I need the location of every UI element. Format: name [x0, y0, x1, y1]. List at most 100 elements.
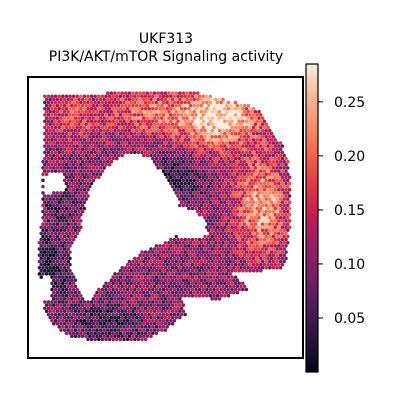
spot [120, 322, 124, 326]
spot [165, 150, 169, 155]
spot [91, 166, 96, 170]
spot [151, 106, 155, 111]
spot [91, 297, 96, 301]
spot [242, 147, 247, 151]
spot [248, 269, 252, 273]
spot [64, 294, 69, 298]
spot [165, 131, 169, 136]
spot [86, 300, 90, 304]
spot [100, 331, 105, 335]
spot [79, 169, 83, 173]
spot [212, 231, 216, 236]
spot [48, 153, 52, 158]
spot [237, 150, 241, 155]
spot [158, 156, 162, 161]
spot [190, 113, 195, 117]
spot [152, 103, 157, 108]
spot [196, 278, 200, 282]
spot [237, 237, 241, 242]
spot [109, 135, 114, 139]
spot [102, 284, 106, 289]
spot [217, 197, 222, 201]
spot [235, 247, 240, 251]
spot [266, 262, 270, 267]
spot [39, 262, 43, 267]
spot [62, 172, 67, 176]
spot [176, 244, 180, 248]
spot [102, 128, 106, 133]
spot [172, 156, 177, 161]
spot [124, 315, 128, 320]
spot [97, 306, 101, 310]
spot [64, 163, 69, 167]
spot [244, 200, 249, 204]
spot [197, 175, 202, 180]
spot [55, 297, 60, 301]
spot [70, 241, 74, 245]
spot [286, 228, 290, 233]
spot [250, 222, 254, 226]
spot [145, 253, 150, 257]
spot [97, 113, 101, 117]
spot [48, 122, 52, 127]
spot [75, 163, 79, 167]
spot [77, 135, 81, 139]
spot [230, 181, 234, 186]
spot [151, 138, 155, 142]
spot [125, 294, 130, 298]
spot [73, 97, 78, 102]
spot [181, 253, 186, 257]
spot [127, 272, 132, 276]
spot [80, 116, 85, 120]
spot [196, 290, 200, 295]
spot [75, 94, 79, 98]
spot [215, 262, 220, 267]
spot [140, 331, 144, 335]
spot [102, 141, 106, 145]
spot [46, 312, 51, 317]
spot [246, 203, 250, 208]
spot [188, 191, 193, 195]
spot [61, 231, 65, 236]
spot [237, 250, 241, 254]
spot [266, 169, 270, 173]
spot [212, 294, 216, 298]
spot [185, 159, 189, 164]
spot [206, 128, 211, 133]
spot [203, 141, 207, 145]
spot [199, 141, 204, 145]
spot [199, 191, 204, 195]
spot [122, 94, 126, 98]
spot [70, 110, 74, 114]
spot [192, 128, 196, 133]
spot [62, 197, 67, 201]
spot [86, 100, 90, 105]
spot [194, 100, 198, 105]
spot [66, 153, 70, 158]
spot [205, 194, 209, 198]
spot [268, 135, 272, 139]
spot [214, 253, 218, 257]
spot [194, 144, 198, 148]
spot [161, 125, 166, 130]
spot [224, 178, 229, 183]
spot [244, 181, 249, 186]
spot [50, 113, 54, 117]
spot [82, 318, 87, 323]
spot [235, 234, 240, 239]
spot [59, 278, 63, 282]
spot [104, 150, 108, 155]
spot [170, 91, 175, 95]
spot [71, 138, 76, 142]
spot [215, 269, 220, 273]
spot [113, 128, 117, 133]
spot [253, 135, 258, 139]
spot [167, 159, 171, 164]
spot [77, 203, 81, 208]
spot [219, 125, 223, 130]
spot [154, 244, 159, 248]
spot [98, 328, 103, 332]
spot [228, 209, 232, 214]
spot [214, 178, 218, 183]
spot [66, 234, 70, 239]
